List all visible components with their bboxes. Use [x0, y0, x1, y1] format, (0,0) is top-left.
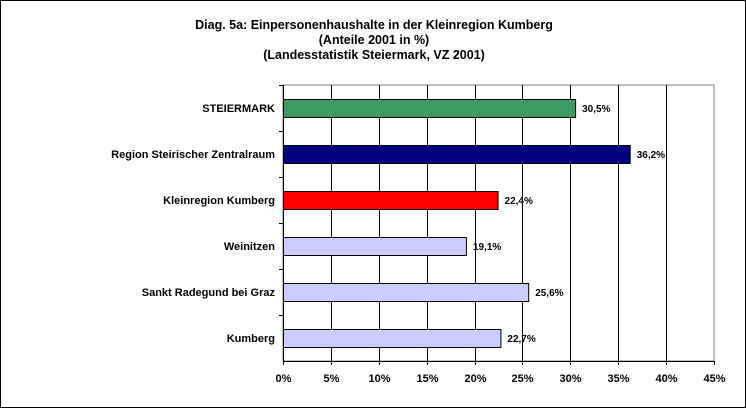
x-tick-label: 5% — [324, 373, 340, 385]
bar — [283, 145, 631, 164]
bar — [283, 283, 530, 302]
category-label: Sankt Radegund bei Graz — [142, 287, 276, 299]
category-label: Weinitzen — [224, 241, 275, 253]
x-tick-label: 10% — [368, 373, 390, 385]
x-tick-label: 35% — [607, 373, 629, 385]
data-label: 25,6% — [535, 288, 563, 299]
category-label: Kumberg — [227, 333, 275, 345]
chart-title-line-1: Diag. 5a: Einpersonenhaushalte in der Kl… — [195, 18, 553, 32]
x-tick-label: 25% — [511, 373, 533, 385]
x-tick-label: 30% — [559, 373, 581, 385]
x-tick-label: 0% — [276, 373, 292, 385]
x-tick-label: 40% — [655, 373, 677, 385]
category-label: Region Steirischer Zentralraum — [111, 149, 275, 161]
data-label: 30,5% — [582, 104, 610, 115]
bar — [283, 237, 467, 256]
bar — [283, 99, 577, 118]
bar — [283, 191, 499, 210]
x-tick-label: 45% — [703, 373, 725, 385]
data-label: 36,2% — [637, 150, 665, 161]
category-label: STEIERMARK — [202, 103, 275, 115]
x-tick-label: 15% — [416, 373, 438, 385]
plot-area — [282, 84, 715, 362]
bar — [283, 329, 502, 348]
data-label: 22,7% — [507, 334, 535, 345]
data-label: 19,1% — [473, 242, 501, 253]
chart-title-line-3: (Landesstatistik Steiermark, VZ 2001) — [263, 48, 485, 62]
x-tick-label: 20% — [464, 373, 486, 385]
chart-title-line-2: (Anteile 2001 in %) — [318, 33, 430, 47]
category-label: Kleinregion Kumberg — [163, 195, 275, 207]
data-label: 22,4% — [505, 196, 533, 207]
